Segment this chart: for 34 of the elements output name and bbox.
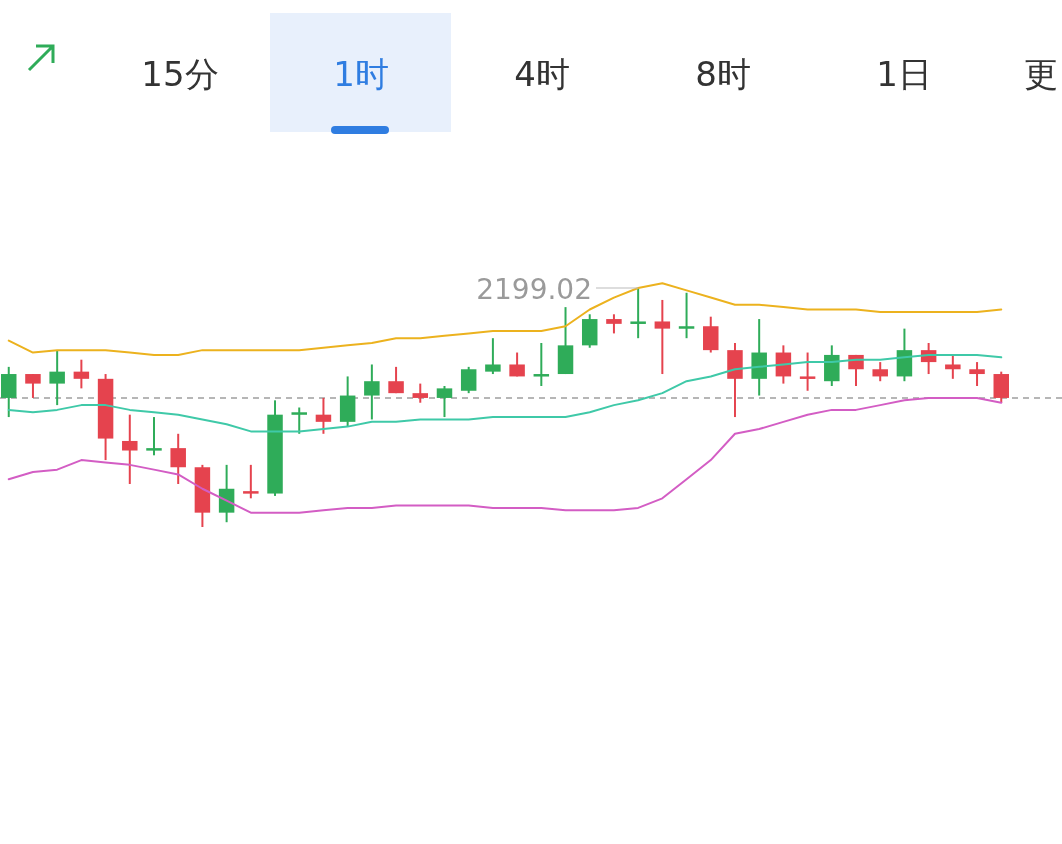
candlestick <box>485 337 501 376</box>
candlestick <box>291 406 307 435</box>
text: 1日 <box>876 54 932 94</box>
candlestick <box>654 298 671 376</box>
candlestick <box>945 353 961 380</box>
text: 8时 <box>695 54 751 94</box>
text: 更 <box>1024 54 1058 94</box>
candlestick <box>969 361 985 387</box>
candlestick <box>364 363 380 421</box>
candlestick <box>630 287 646 340</box>
candlestick <box>73 358 90 390</box>
candlestick <box>170 432 186 485</box>
text: 4时 <box>514 54 570 94</box>
candlestick <box>606 313 622 335</box>
annotation: 2199.02 <box>476 273 592 306</box>
candlestick <box>436 384 453 419</box>
candlestick <box>678 291 695 340</box>
candlestick <box>533 341 550 387</box>
candlestick <box>703 315 719 354</box>
candlestick <box>49 349 65 407</box>
candlestick <box>122 413 138 485</box>
text: 15分 <box>141 54 219 94</box>
candlestick <box>460 365 477 395</box>
candlestick <box>315 396 332 435</box>
candlestick <box>799 351 816 392</box>
candlestick <box>412 382 429 404</box>
candlestick <box>872 361 888 383</box>
text: 1时 <box>333 54 389 94</box>
candlestick <box>243 463 259 500</box>
candlestick <box>993 370 1009 404</box>
candlestick <box>388 365 404 395</box>
candlestick <box>1 365 17 419</box>
candlestick <box>146 416 162 457</box>
candlestick <box>25 373 41 399</box>
